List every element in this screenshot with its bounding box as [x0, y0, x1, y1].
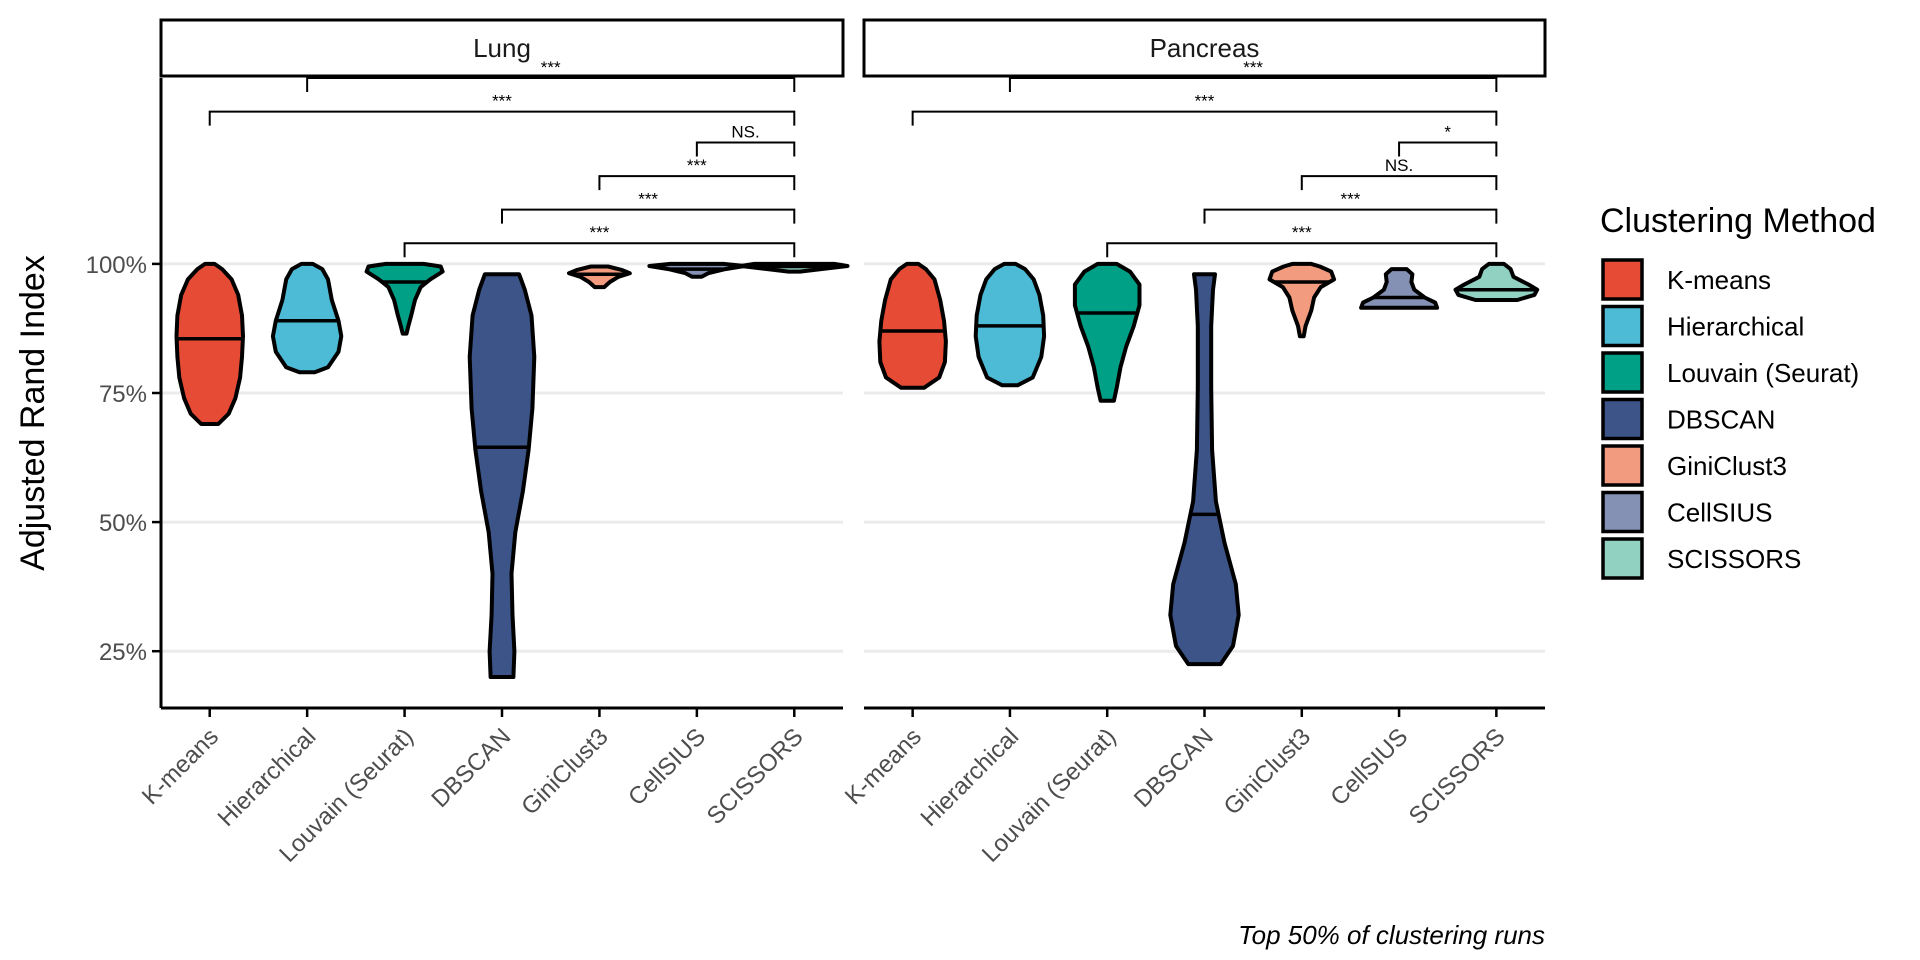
significance-bracket	[695, 141, 796, 157]
x-tick-label: SCISSORS	[702, 723, 809, 830]
x-tick-label: K-means	[840, 723, 927, 810]
legend-label: K-means	[1667, 265, 1771, 295]
x-tick-label: CellSIUS	[623, 723, 711, 811]
caption: Top 50% of clustering runs	[1238, 920, 1545, 950]
significance-label: ***	[1195, 92, 1215, 111]
legend-item-cellsius: CellSIUS	[1601, 490, 1772, 534]
x-tick-label: GiniClust3	[1219, 723, 1316, 820]
significance-label: ***	[589, 223, 609, 242]
significance-bracket	[1398, 141, 1498, 157]
violin-dbscan	[467, 272, 537, 679]
legend-label: CellSIUS	[1667, 498, 1772, 528]
violin-scissors	[1453, 261, 1540, 302]
y-tick-label: 50%	[99, 510, 147, 537]
significance-bracket	[1106, 242, 1498, 258]
legend-swatch	[1601, 351, 1644, 394]
violin-louvain-seurat	[1072, 261, 1142, 403]
legend-item-dbscan: DBSCAN	[1601, 397, 1775, 441]
significance-bracket	[911, 110, 1498, 126]
significance-label: NS.	[1385, 156, 1413, 175]
panel-lung: Lung *** *** *** *** *** NS. K-meansHierarchica…	[137, 18, 850, 868]
significance-bracket	[208, 110, 796, 126]
y-tick-label: 25%	[99, 639, 147, 666]
legend-label: Hierarchical	[1667, 312, 1804, 342]
significance-label: ***	[1243, 58, 1263, 77]
significance-bracket	[1203, 208, 1498, 224]
x-tick-label: SCISSORS	[1404, 723, 1511, 830]
x-tick-label: GiniClust3	[516, 723, 613, 820]
legend-item-scissors: SCISSORS	[1601, 537, 1801, 580]
significance-label: ***	[687, 156, 707, 175]
legend-items: K-means Hierarchical Louvain (Seurat) DBSCA…	[1601, 258, 1859, 580]
violin-cellsius	[1359, 267, 1440, 310]
legend-item-louvain-seurat: Louvain (Seurat)	[1601, 351, 1859, 394]
facet-panels: Lung***************NS.K-meansHierarchica…	[137, 18, 1547, 868]
x-tick-label: DBSCAN	[1129, 723, 1219, 813]
legend-swatch	[1601, 304, 1644, 348]
significance-label: ***	[1292, 223, 1312, 242]
legend-swatch	[1601, 258, 1644, 301]
x-tick-label: K-means	[137, 723, 224, 810]
significance-bracket	[1008, 77, 1498, 92]
legend-label: Louvain (Seurat)	[1667, 358, 1859, 388]
legend-item-k-means: K-means	[1601, 258, 1771, 301]
significance-label: ***	[1340, 190, 1360, 209]
violin-giniclust3	[1267, 261, 1337, 339]
significance-label: *	[1444, 123, 1451, 142]
significance-label: NS.	[731, 123, 759, 142]
violin-giniclust3	[567, 264, 632, 290]
violin-k-means	[877, 261, 948, 390]
legend-item-hierarchical: Hierarchical	[1601, 304, 1804, 348]
legend-swatch	[1601, 397, 1644, 441]
violin-hierarchical	[270, 261, 344, 375]
y-axis-title: Adjusted Rand Index	[14, 255, 52, 571]
violin-dbscan	[1168, 272, 1241, 667]
legend-label: SCISSORS	[1667, 544, 1801, 574]
x-tick-label: Hierarchical	[915, 723, 1024, 832]
y-tick-label: 75%	[99, 381, 147, 408]
significance-label: ***	[492, 92, 512, 111]
facet-strip-label: Lung	[473, 33, 531, 63]
panel-pancreas: Pancreas************NS.*K-meansHierarchi…	[840, 18, 1547, 868]
facet-strip-label: Pancreas	[1150, 33, 1260, 63]
legend-item-giniclust3: GiniClust3	[1601, 444, 1787, 487]
violin-k-means	[174, 261, 245, 426]
significance-bracket	[598, 175, 796, 191]
facet-strip	[862, 18, 1547, 78]
significance-bracket	[403, 242, 796, 258]
legend-label: GiniClust3	[1667, 451, 1787, 481]
significance-label: ***	[638, 190, 658, 209]
y-axis: 25% 50% 75% 100%	[86, 252, 161, 666]
legend-swatch	[1601, 444, 1644, 487]
legend-label: DBSCAN	[1667, 405, 1775, 435]
legend: Clustering Method K-means Hierarchical Lou…	[1600, 202, 1876, 580]
significance-bracket	[1300, 175, 1498, 191]
legend-title: Clustering Method	[1600, 202, 1876, 240]
violin-louvain-seurat	[364, 261, 445, 336]
legend-swatch	[1601, 537, 1644, 580]
x-tick-label: DBSCAN	[426, 723, 516, 813]
significance-bracket	[501, 208, 796, 224]
y-tick-label: 100%	[86, 252, 147, 279]
significance-label: ***	[541, 58, 561, 77]
legend-swatch	[1601, 490, 1644, 534]
x-tick-label: CellSIUS	[1325, 723, 1413, 811]
facet-strip	[159, 18, 845, 78]
x-tick-label: Hierarchical	[213, 723, 322, 832]
significance-bracket	[306, 77, 796, 92]
